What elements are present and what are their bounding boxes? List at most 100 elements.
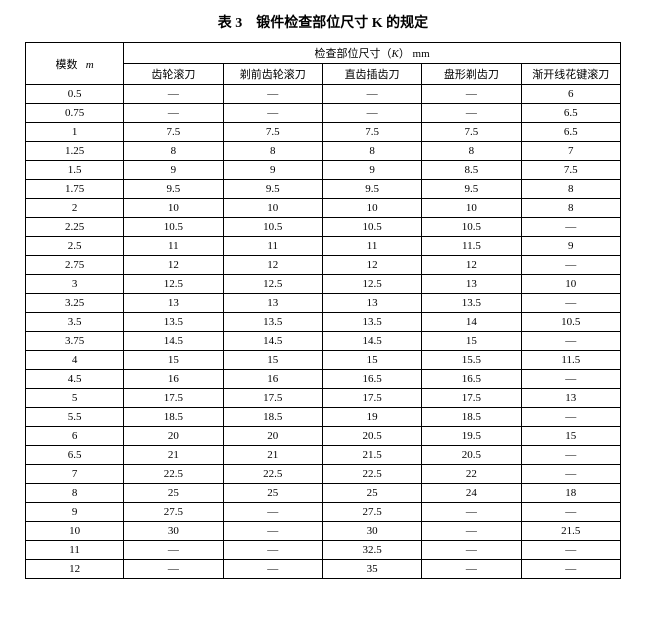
cell-value: 27.5 (322, 503, 421, 522)
cell-value: 8 (322, 142, 421, 161)
cell-value: — (124, 560, 223, 579)
cell-module: 6.5 (26, 446, 124, 465)
cell-value: 18.5 (223, 408, 322, 427)
cell-value: 13.5 (223, 313, 322, 332)
table-row: 722.522.522.522— (26, 465, 621, 484)
cell-module: 2.5 (26, 237, 124, 256)
cell-value: 21 (124, 446, 223, 465)
cell-value: 8 (223, 142, 322, 161)
cell-module: 3.5 (26, 313, 124, 332)
title-text: 表 3 锻件检查部位尺寸 K 的规定 (218, 16, 428, 31)
cell-value: 8 (422, 142, 521, 161)
cell-value: — (422, 85, 521, 104)
table-row: 1.2588887 (26, 142, 621, 161)
cell-value: — (124, 85, 223, 104)
cell-value: — (223, 522, 322, 541)
cell-value: — (521, 256, 620, 275)
cell-value: 18.5 (124, 408, 223, 427)
cell-value: 10.5 (124, 218, 223, 237)
cell-value: 9 (223, 161, 322, 180)
cell-value: — (521, 370, 620, 389)
cell-value: 13.5 (322, 313, 421, 332)
cell-value: — (223, 560, 322, 579)
cell-module: 5 (26, 389, 124, 408)
cell-module: 2 (26, 199, 124, 218)
table-row: 3.2513131313.5— (26, 294, 621, 313)
data-table: 模数 m 检查部位尺寸（K） mm 齿轮滚刀 剃前齿轮滚刀 直齿插齿刀 盘形剃齿… (25, 42, 621, 579)
cell-value: 12.5 (124, 275, 223, 294)
cell-value: 15 (223, 351, 322, 370)
cell-module: 1.75 (26, 180, 124, 199)
cell-value: 30 (322, 522, 421, 541)
cell-value: — (422, 104, 521, 123)
cell-value: 27.5 (124, 503, 223, 522)
cell-value: 17.5 (322, 389, 421, 408)
cell-value: 12 (422, 256, 521, 275)
table-row: 6.5212121.520.5— (26, 446, 621, 465)
cell-module: 12 (26, 560, 124, 579)
cell-value: 8 (521, 180, 620, 199)
cell-value: 19.5 (422, 427, 521, 446)
cell-value: 11 (223, 237, 322, 256)
table-row: 17.57.57.57.56.5 (26, 123, 621, 142)
cell-value: 16 (124, 370, 223, 389)
cell-value: 9 (322, 161, 421, 180)
cell-value: 22.5 (223, 465, 322, 484)
table-row: 0.75————6.5 (26, 104, 621, 123)
module-label-left: 模数 (55, 59, 77, 71)
cell-module: 2.25 (26, 218, 124, 237)
table-row: 415151515.511.5 (26, 351, 621, 370)
table-row: 3.7514.514.514.515— (26, 332, 621, 351)
cell-module: 0.5 (26, 85, 124, 104)
cell-value: 7.5 (422, 123, 521, 142)
cell-value: 13 (521, 389, 620, 408)
cell-value: 22 (422, 465, 521, 484)
cell-value: 35 (322, 560, 421, 579)
table-row: 1030—30—21.5 (26, 522, 621, 541)
cell-module: 7 (26, 465, 124, 484)
cell-value: 13.5 (422, 294, 521, 313)
cell-value: 10.5 (521, 313, 620, 332)
cell-value: 15 (322, 351, 421, 370)
cell-module: 3.75 (26, 332, 124, 351)
cell-value: 15 (124, 351, 223, 370)
cell-value: 18 (521, 484, 620, 503)
cell-value: 13 (322, 294, 421, 313)
cell-value: 10.5 (322, 218, 421, 237)
cell-value: 6.5 (521, 123, 620, 142)
cell-value: 10 (521, 275, 620, 294)
cell-value: 8.5 (422, 161, 521, 180)
cell-value: — (223, 85, 322, 104)
table-body: 0.5————60.75————6.517.57.57.57.56.51.258… (26, 85, 621, 579)
cell-value: 25 (223, 484, 322, 503)
span-right: ） mm (399, 48, 430, 60)
cell-value: 12 (322, 256, 421, 275)
table-row: 2.7512121212— (26, 256, 621, 275)
cell-value: 11.5 (521, 351, 620, 370)
cell-value: 9.5 (322, 180, 421, 199)
table-row: 1.759.59.59.59.58 (26, 180, 621, 199)
cell-module: 1.25 (26, 142, 124, 161)
cell-module: 10 (26, 522, 124, 541)
col-header-3: 盘形剃齿刀 (422, 64, 521, 85)
cell-value: 19 (322, 408, 421, 427)
cell-value: — (223, 541, 322, 560)
cell-value: 11.5 (422, 237, 521, 256)
table-row: 3.513.513.513.51410.5 (26, 313, 621, 332)
cell-value: 20 (124, 427, 223, 446)
col-header-0: 齿轮滚刀 (124, 64, 223, 85)
cell-module: 1 (26, 123, 124, 142)
cell-value: 13 (422, 275, 521, 294)
cell-module: 1.5 (26, 161, 124, 180)
table-title: 表 3 锻件检查部位尺寸 K 的规定 (25, 12, 621, 32)
cell-value: 7.5 (124, 123, 223, 142)
table-row: 2.511111111.59 (26, 237, 621, 256)
cell-value: 10 (223, 199, 322, 218)
cell-module: 5.5 (26, 408, 124, 427)
header-module: 模数 m (26, 43, 124, 85)
cell-value: 14.5 (124, 332, 223, 351)
cell-value: — (521, 560, 620, 579)
cell-value: — (422, 560, 521, 579)
cell-value: 21.5 (521, 522, 620, 541)
table-row: 82525252418 (26, 484, 621, 503)
